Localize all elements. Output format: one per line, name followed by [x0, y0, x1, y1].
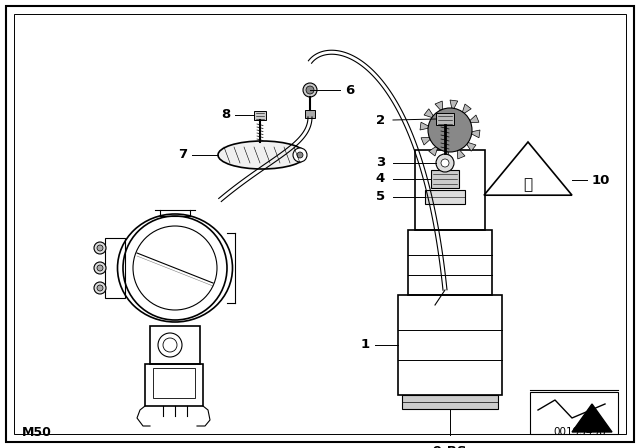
- Bar: [254, 111, 266, 120]
- Polygon shape: [435, 101, 443, 110]
- Text: 8: 8: [221, 108, 230, 121]
- Polygon shape: [424, 109, 433, 117]
- Text: 00193498: 00193498: [554, 427, 606, 437]
- Polygon shape: [429, 147, 438, 156]
- Bar: [408, 230, 492, 295]
- Bar: [153, 368, 195, 398]
- Text: 10: 10: [592, 173, 611, 186]
- Bar: [425, 190, 465, 204]
- Circle shape: [97, 265, 103, 271]
- Circle shape: [97, 285, 103, 291]
- Circle shape: [94, 242, 106, 254]
- Polygon shape: [572, 404, 612, 432]
- Circle shape: [306, 86, 314, 94]
- Circle shape: [94, 262, 106, 274]
- Bar: [305, 110, 315, 118]
- Circle shape: [436, 154, 454, 172]
- Text: 2: 2: [376, 113, 385, 126]
- Polygon shape: [450, 100, 458, 108]
- Text: 3: 3: [376, 156, 385, 169]
- Circle shape: [303, 83, 317, 97]
- Bar: [530, 392, 618, 434]
- Text: ⓘ: ⓘ: [524, 177, 532, 193]
- Polygon shape: [467, 142, 476, 151]
- Text: 9-RS: 9-RS: [433, 445, 467, 448]
- Polygon shape: [463, 104, 471, 113]
- Polygon shape: [458, 150, 465, 159]
- Bar: [398, 295, 502, 395]
- Ellipse shape: [218, 141, 306, 169]
- Bar: [105, 238, 125, 298]
- Circle shape: [428, 108, 472, 152]
- Polygon shape: [472, 130, 480, 138]
- Text: 6: 6: [345, 83, 355, 96]
- Circle shape: [441, 159, 449, 167]
- Text: M50: M50: [22, 426, 52, 439]
- Bar: [431, 170, 459, 188]
- Polygon shape: [421, 138, 430, 145]
- Bar: [415, 150, 485, 230]
- Circle shape: [97, 245, 103, 251]
- Bar: [436, 113, 454, 125]
- Text: 7: 7: [178, 148, 187, 161]
- Text: 4: 4: [376, 172, 385, 185]
- Polygon shape: [442, 151, 450, 160]
- Bar: [145, 364, 203, 406]
- Circle shape: [293, 148, 307, 162]
- Bar: [402, 395, 498, 409]
- Circle shape: [94, 282, 106, 294]
- Bar: [150, 326, 200, 364]
- Text: 1: 1: [361, 339, 370, 352]
- Text: 5: 5: [376, 190, 385, 203]
- Polygon shape: [420, 122, 428, 130]
- Polygon shape: [470, 115, 479, 123]
- Circle shape: [297, 152, 303, 158]
